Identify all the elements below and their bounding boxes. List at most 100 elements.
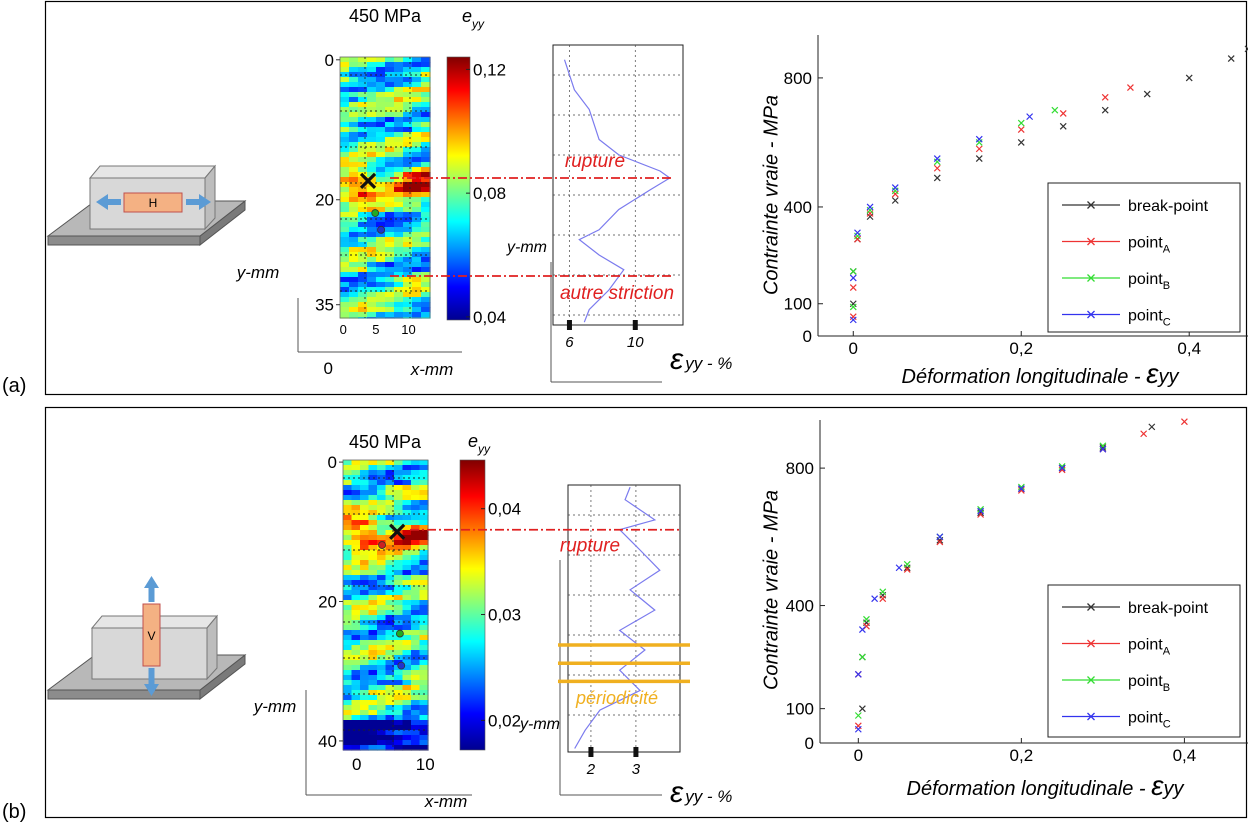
strain-cell xyxy=(411,490,421,496)
strain-cell xyxy=(385,282,395,288)
strain-cell xyxy=(412,77,422,83)
strain-cell xyxy=(377,505,387,511)
strain-cell xyxy=(394,227,404,233)
strain-cell xyxy=(421,192,431,198)
strain-cell xyxy=(403,207,413,213)
strain-cell xyxy=(360,665,370,671)
strain-cell xyxy=(394,112,404,118)
strain-cell xyxy=(403,102,413,108)
strain-cell xyxy=(360,555,370,561)
strain-cell xyxy=(385,267,395,273)
strain-cell xyxy=(411,645,421,651)
strain-cell xyxy=(419,695,429,701)
strain-cell xyxy=(385,520,395,526)
strain-cell xyxy=(411,690,421,696)
strain-cell xyxy=(411,675,421,681)
strain-cell xyxy=(376,107,386,113)
strain-cell xyxy=(394,217,404,223)
strain-cell xyxy=(394,242,404,248)
strain-cell xyxy=(402,535,412,541)
strain-cell xyxy=(385,685,395,691)
strain-cell xyxy=(349,157,359,163)
strain-cell xyxy=(340,102,350,108)
strain-cell xyxy=(376,67,386,73)
strain-cell xyxy=(360,535,370,541)
strain-cell xyxy=(412,92,422,98)
strain-cell xyxy=(340,182,350,188)
strain-cell xyxy=(421,142,431,148)
strain-cell xyxy=(360,725,370,731)
strain-cell xyxy=(402,585,412,591)
strain-cell xyxy=(343,470,353,476)
strain-cell xyxy=(385,640,395,646)
strain-cell xyxy=(360,685,370,691)
strain-cell xyxy=(376,82,386,88)
strain-cell xyxy=(419,685,429,691)
strain-cell xyxy=(385,72,395,78)
strain-cell xyxy=(385,147,395,153)
strain-cell xyxy=(385,252,395,258)
strain-cell xyxy=(402,700,412,706)
strain-cell xyxy=(377,470,387,476)
legend-name: point xyxy=(1128,673,1163,690)
strain-cell xyxy=(394,282,404,288)
strain-cell xyxy=(360,720,370,726)
x-axis-label: ε yy - % xyxy=(670,343,732,376)
strain-cell xyxy=(358,207,368,213)
strain-cell xyxy=(412,197,422,203)
strain-cell xyxy=(385,600,395,606)
strain-cell xyxy=(421,202,431,208)
strain-cell xyxy=(412,262,422,268)
strain-cell xyxy=(394,67,404,73)
strain-cell xyxy=(358,217,368,223)
y-tick-label: 0 xyxy=(325,51,334,70)
y-tick-label: 800 xyxy=(786,459,814,478)
strain-cell xyxy=(358,247,368,253)
legend-swatch xyxy=(1087,639,1095,648)
strain-cell xyxy=(402,550,412,556)
strain-cell xyxy=(340,252,350,258)
strain-cell xyxy=(419,490,429,496)
strain-cell xyxy=(351,460,361,466)
strain-cell xyxy=(368,555,378,561)
strain-cell xyxy=(376,132,386,138)
strain-cell xyxy=(403,242,413,248)
strain-cell xyxy=(349,182,359,188)
strain-cell xyxy=(358,122,368,128)
strain-cell xyxy=(394,287,404,293)
strain-cell xyxy=(377,700,387,706)
strain-cell xyxy=(377,610,387,616)
strain-cell xyxy=(349,162,359,168)
strain-cell xyxy=(376,142,386,148)
strain-cell xyxy=(376,62,386,68)
strain-cell xyxy=(394,560,404,566)
strain-cell xyxy=(421,307,431,313)
strain-cell xyxy=(349,142,359,148)
strain-cell xyxy=(351,625,361,631)
panel-label: (b) xyxy=(2,801,26,823)
break-marker xyxy=(359,172,377,189)
strain-cell xyxy=(358,192,368,198)
strain-cell xyxy=(385,615,395,621)
block-side xyxy=(204,164,216,231)
strain-cell xyxy=(394,575,404,581)
legend-label: break-point xyxy=(1128,600,1209,617)
strain-cell xyxy=(377,575,387,581)
strain-cell xyxy=(402,650,412,656)
strain-cell xyxy=(349,102,359,108)
strain-cell xyxy=(385,670,395,676)
strain-cell xyxy=(385,102,395,108)
strain-cell xyxy=(394,292,404,298)
strain-cell xyxy=(349,177,359,183)
data-point xyxy=(933,174,941,182)
x-tick xyxy=(633,747,639,757)
panel-frame xyxy=(44,0,1248,396)
strain-cell xyxy=(411,465,421,471)
strain-cell xyxy=(368,505,378,511)
strain-cell xyxy=(343,625,353,631)
strain-cell xyxy=(351,695,361,701)
data-point xyxy=(1017,485,1025,493)
legend-swatch xyxy=(1087,603,1095,611)
strain-cell xyxy=(403,107,413,113)
data-point xyxy=(849,284,857,292)
